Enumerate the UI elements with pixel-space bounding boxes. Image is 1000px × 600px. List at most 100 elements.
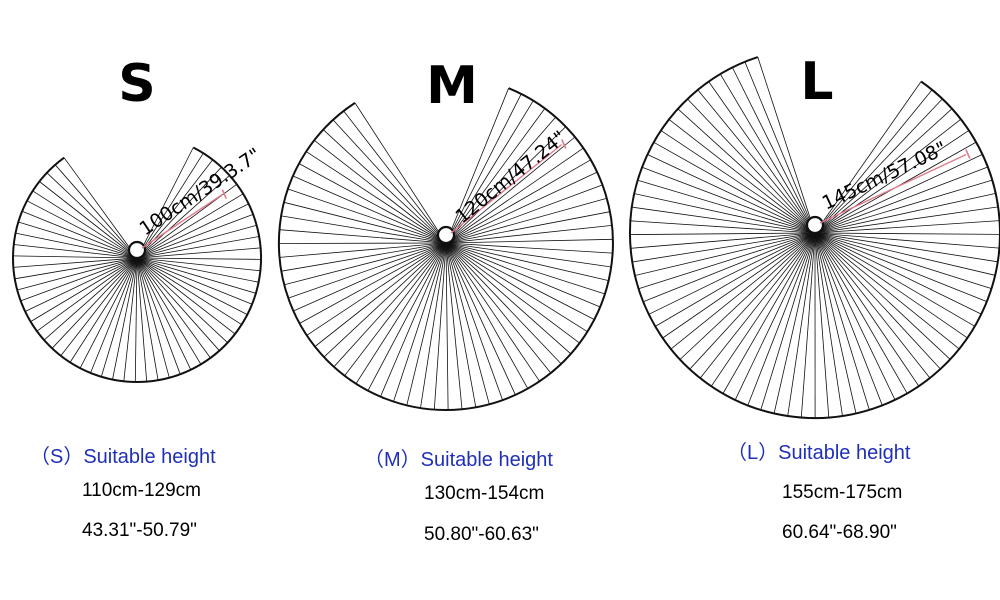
gore-seam-line	[814, 179, 993, 234]
gore-seam-line	[445, 242, 588, 333]
gore-seam-line	[354, 102, 447, 244]
gore-seam-line	[668, 119, 816, 234]
gore-seam-line	[22, 210, 138, 259]
gore-seam-line	[653, 141, 816, 234]
gore-seam-line	[722, 232, 816, 394]
gore-seam-line	[51, 257, 138, 349]
gore-seam-line	[136, 203, 249, 259]
gore-seam-line	[814, 89, 933, 234]
gore-seam-line	[634, 193, 816, 234]
size-l-letter: L	[800, 52, 834, 112]
gore-seam-line	[445, 242, 516, 396]
gore-seam-line	[30, 257, 138, 322]
gore-seam-line	[445, 225, 613, 244]
gore-seam-line	[629, 232, 816, 235]
gore-seam-line	[314, 242, 447, 347]
gore-seam-line	[20, 257, 138, 302]
gore-seam-line	[445, 147, 584, 244]
gore-seam-line	[814, 220, 1000, 234]
gore-seam-line	[123, 257, 138, 382]
gore-seam-line	[420, 242, 447, 409]
gore-seam-line	[660, 130, 816, 234]
gore-seam-line	[814, 232, 987, 302]
gore-seam-line	[39, 181, 138, 259]
gore-seam-line	[814, 154, 983, 234]
gore-seam-line	[323, 129, 447, 244]
gore-seam-line	[17, 257, 138, 291]
gore-seam-line	[445, 136, 576, 244]
gore-seam-line	[136, 257, 228, 343]
gore-seam-line	[655, 232, 816, 327]
gore-seam-line	[136, 257, 159, 381]
gore-seam-line	[32, 190, 138, 259]
gore-seam-line	[814, 232, 883, 406]
size-s-fan	[12, 146, 263, 383]
gore-seam-line	[814, 232, 830, 418]
gore-seam-line	[136, 147, 194, 259]
gore-seam-line	[814, 232, 992, 289]
gore-seam-line	[445, 242, 463, 410]
gore-seam-line	[332, 119, 447, 244]
gore-seam-line	[445, 93, 522, 244]
gore-seam-line	[445, 242, 609, 281]
gore-seam-line	[630, 220, 816, 234]
gore-seam-line	[18, 221, 138, 259]
gore-seam-line	[445, 108, 546, 244]
gore-seam-line	[814, 232, 843, 416]
gore-seam-line	[643, 232, 816, 303]
gore-seam-line	[279, 229, 447, 244]
gore-seam-line	[647, 154, 816, 234]
gore-seam-line	[687, 98, 816, 234]
gore-seam-line	[814, 232, 951, 360]
gore-seam-line	[662, 232, 816, 339]
gore-seam-line	[697, 89, 816, 234]
gore-seam-line	[136, 257, 253, 305]
size-s-suitable-label: （S）Suitable height	[30, 446, 216, 468]
gore-seam-line	[689, 232, 816, 370]
gore-seam-line	[100, 257, 138, 377]
waist-opening	[127, 240, 147, 260]
gore-seam-line	[638, 232, 816, 290]
radius-marker-tick	[221, 189, 228, 199]
gore-seam-line	[814, 232, 982, 315]
gore-seam-line	[136, 257, 236, 335]
gore-seam-line	[445, 242, 613, 254]
size-m-height-cm: 130cm-154cm	[424, 483, 545, 504]
gore-seam-line	[24, 257, 138, 312]
gore-seam-line	[445, 242, 477, 408]
size-l-height-cm: 155cm-175cm	[782, 482, 903, 503]
outer-hem-arc	[629, 56, 1000, 419]
gore-seam-line	[46, 172, 138, 259]
gore-seam-line	[445, 242, 606, 295]
gore-seam-line	[445, 242, 580, 344]
size-m-height-in: 50.80"-60.63"	[424, 524, 539, 545]
gore-seam-line	[648, 232, 816, 315]
gore-seam-line	[445, 242, 612, 268]
gore-seam-line	[284, 242, 447, 286]
gore-seam-line	[136, 175, 230, 259]
gore-seam-line	[445, 184, 603, 244]
gore-seam-line	[406, 242, 447, 406]
gore-seam-line	[13, 257, 138, 268]
outer-hem-arc	[12, 146, 263, 383]
gore-seam-line	[445, 88, 509, 244]
gore-seam-line	[637, 179, 816, 234]
gore-seam-line	[670, 232, 816, 350]
gore-seam-line	[445, 242, 595, 320]
gore-seam-line	[732, 67, 816, 234]
gore-seam-line	[814, 232, 908, 394]
size-m-letter: M	[426, 56, 478, 116]
gore-seam-line	[283, 201, 447, 244]
gore-seam-line	[445, 197, 608, 244]
gore-seam-line	[734, 232, 816, 401]
gore-seam-line	[719, 73, 816, 234]
size-s-height-cm: 110cm-129cm	[82, 480, 201, 501]
gore-seam-line	[380, 242, 447, 397]
gore-seam-line	[445, 159, 591, 244]
gore-seam-line	[710, 232, 816, 387]
gore-seam-line	[136, 247, 261, 259]
gore-seam-line	[292, 175, 447, 244]
gore-seam-line	[136, 257, 242, 325]
